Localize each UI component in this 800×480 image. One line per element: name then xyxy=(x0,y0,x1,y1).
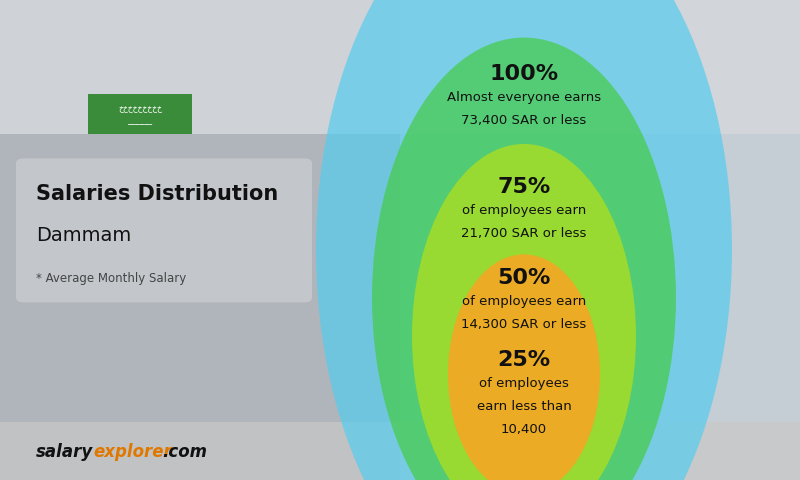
Text: 100%: 100% xyxy=(490,64,558,84)
Text: salary: salary xyxy=(36,443,94,461)
Text: 10,400: 10,400 xyxy=(501,422,547,436)
Ellipse shape xyxy=(412,144,636,480)
Text: 50%: 50% xyxy=(498,268,550,288)
Text: * Average Monthly Salary: * Average Monthly Salary xyxy=(36,272,186,285)
Bar xyxy=(0,0,800,134)
Text: of employees earn: of employees earn xyxy=(462,295,586,308)
Text: خخخخخخخخخ: خخخخخخخخخ xyxy=(118,105,162,114)
Text: earn less than: earn less than xyxy=(477,399,571,413)
Text: ─────: ───── xyxy=(127,120,153,129)
Ellipse shape xyxy=(448,254,600,480)
Text: Almost everyone earns: Almost everyone earns xyxy=(447,91,601,104)
Text: .com: .com xyxy=(162,443,207,461)
Text: 73,400 SAR or less: 73,400 SAR or less xyxy=(462,114,586,127)
Bar xyxy=(0,0,400,480)
FancyBboxPatch shape xyxy=(16,158,312,302)
Text: of employees: of employees xyxy=(479,376,569,390)
Ellipse shape xyxy=(372,37,676,480)
Text: 14,300 SAR or less: 14,300 SAR or less xyxy=(462,318,586,331)
Ellipse shape xyxy=(316,0,732,480)
Text: Dammam: Dammam xyxy=(36,226,131,245)
Text: of employees earn: of employees earn xyxy=(462,204,586,217)
Text: 75%: 75% xyxy=(498,177,550,197)
Bar xyxy=(400,0,800,480)
Text: 21,700 SAR or less: 21,700 SAR or less xyxy=(462,227,586,240)
FancyBboxPatch shape xyxy=(88,94,192,134)
Text: 25%: 25% xyxy=(498,350,550,370)
Bar xyxy=(0,422,800,480)
Text: explorer: explorer xyxy=(94,443,172,461)
Text: Salaries Distribution: Salaries Distribution xyxy=(36,184,278,204)
